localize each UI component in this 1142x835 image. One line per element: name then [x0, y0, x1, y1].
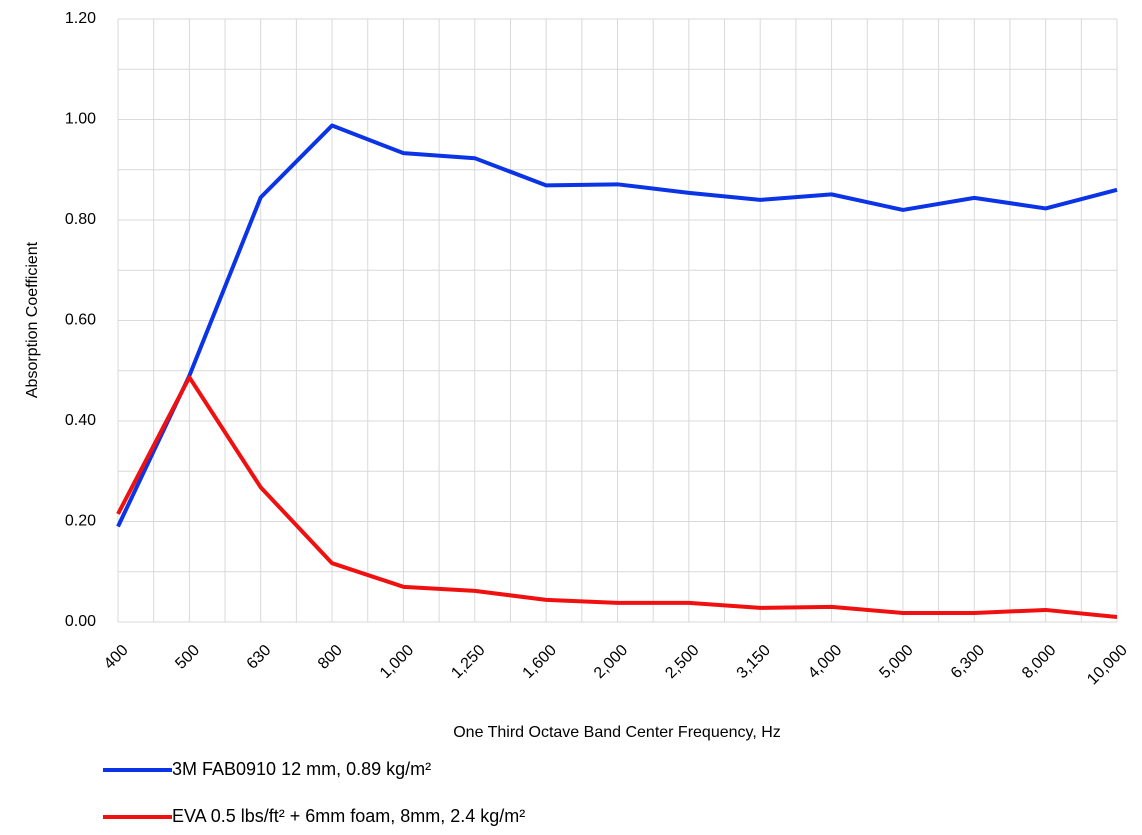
y-tick-label: 0.00: [65, 613, 96, 630]
x-tick-label: 8,000: [1019, 642, 1059, 682]
x-tick-label: 10,000: [1084, 642, 1131, 689]
x-tick-label: 400: [101, 642, 132, 673]
legend-label: EVA 0.5 lbs/ft² + 6mm foam, 8mm, 2.4 kg/…: [172, 806, 525, 826]
x-tick-label: 1,600: [520, 642, 560, 682]
y-tick-label: 0.60: [65, 312, 96, 329]
x-tick-label: 1,000: [377, 642, 417, 682]
x-tick-label: 4,000: [805, 642, 845, 682]
x-tick-label: 500: [172, 642, 203, 673]
x-tick-label: 3,150: [734, 642, 774, 682]
series-line: [116, 123, 1118, 528]
x-tick-label: 630: [244, 642, 275, 673]
y-tick-label: 0.20: [65, 513, 96, 530]
grid: [117, 18, 1118, 623]
x-tick-label: 2,000: [591, 642, 631, 682]
y-tick-label: 1.20: [65, 10, 96, 27]
y-tick-label: 0.40: [65, 412, 96, 429]
x-tick-label: 1,250: [448, 642, 488, 682]
x-tick-label: 800: [315, 642, 346, 673]
x-axis-label: One Third Octave Band Center Frequency, …: [453, 724, 781, 741]
y-axis-label: Absorption Coefficient: [24, 241, 41, 398]
x-tick-label: 5,000: [876, 642, 916, 682]
legend-label: 3M FAB0910 12 mm, 0.89 kg/m²: [172, 759, 431, 779]
y-tick-label: 1.00: [65, 111, 96, 128]
x-tick-label: 6,300: [948, 642, 988, 682]
x-tick-label: 2,500: [662, 642, 702, 682]
y-tick-label: 0.80: [65, 211, 96, 228]
series-line: [116, 375, 1118, 619]
